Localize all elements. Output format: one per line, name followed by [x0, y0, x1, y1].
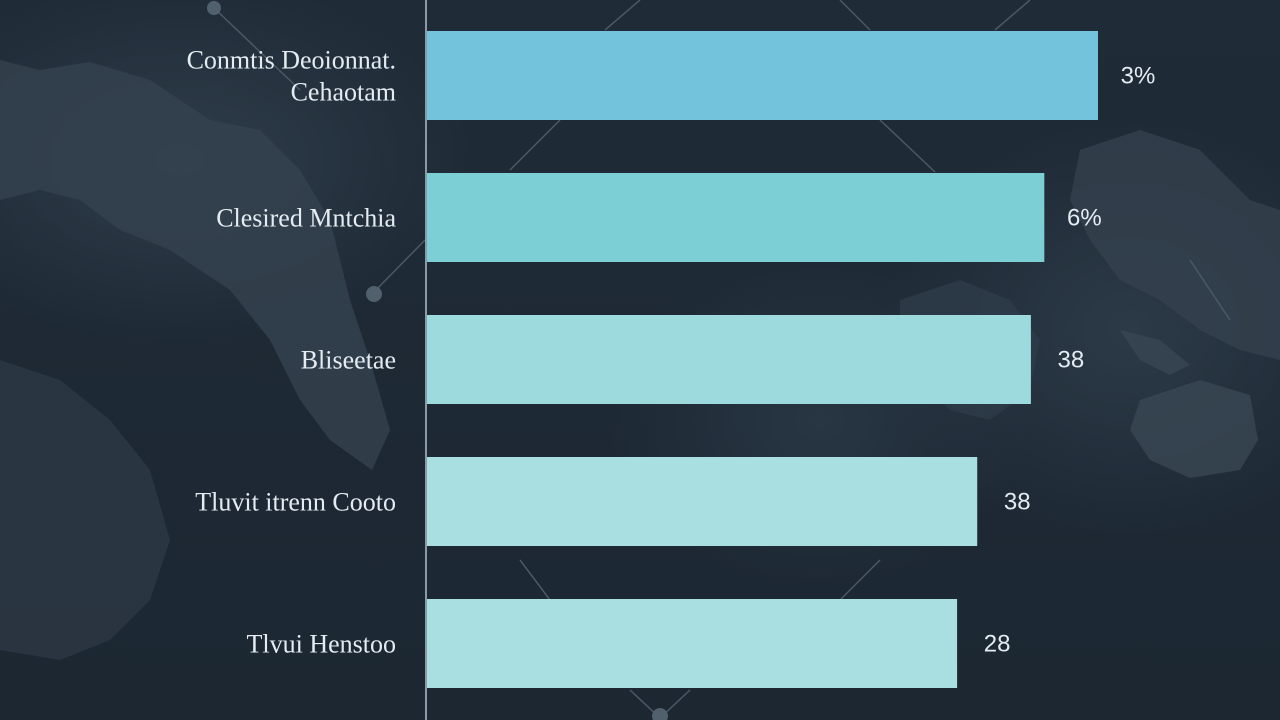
bar-4 — [427, 457, 978, 546]
category-label-line: Tluvit itrenn Cooto — [195, 488, 396, 517]
category-label-line: Bliseetae — [301, 346, 396, 375]
category-label-5: Tlvui Henstoo — [247, 630, 397, 659]
network-nodes — [207, 1, 668, 720]
category-label-2: Clesired Mntchia — [216, 204, 396, 233]
network-lines — [213, 0, 1231, 719]
bar-1 — [427, 31, 1098, 120]
bar-2 — [427, 173, 1045, 262]
category-label-line: Conmtis Deoionnat. — [187, 46, 396, 75]
value-label-1: 3% — [1121, 63, 1156, 90]
land-mass-australia — [1130, 380, 1258, 478]
value-label-5: 28 — [984, 631, 1011, 658]
category-label-line: Clesired Mntchia — [216, 204, 396, 233]
bar-3 — [427, 315, 1031, 404]
category-label-1: Conmtis Deoionnat. Cehaotam — [187, 46, 396, 107]
land-mass-americas-south — [0, 360, 170, 660]
category-label-line: Cehaotam — [291, 78, 396, 107]
land-mass-asia — [1070, 130, 1280, 360]
land-mass-americas — [0, 60, 390, 470]
category-label-3: Bliseetae — [301, 346, 396, 375]
land-mass-islands — [1120, 330, 1190, 375]
category-labels-layer: Conmtis Deoionnat. Cehaotam Clesired Mntch… — [187, 46, 397, 659]
bars-layer — [427, 31, 1098, 688]
category-label-4: Tluvit itrenn Cooto — [195, 488, 396, 517]
value-label-2: 6% — [1067, 205, 1102, 232]
value-labels-layer: 3% 6% 38 38 28 — [984, 63, 1156, 658]
bar-5 — [427, 599, 958, 688]
category-label-line: Tlvui Henstoo — [247, 630, 397, 659]
value-label-4: 38 — [1004, 489, 1031, 516]
value-label-3: 38 — [1058, 347, 1085, 374]
